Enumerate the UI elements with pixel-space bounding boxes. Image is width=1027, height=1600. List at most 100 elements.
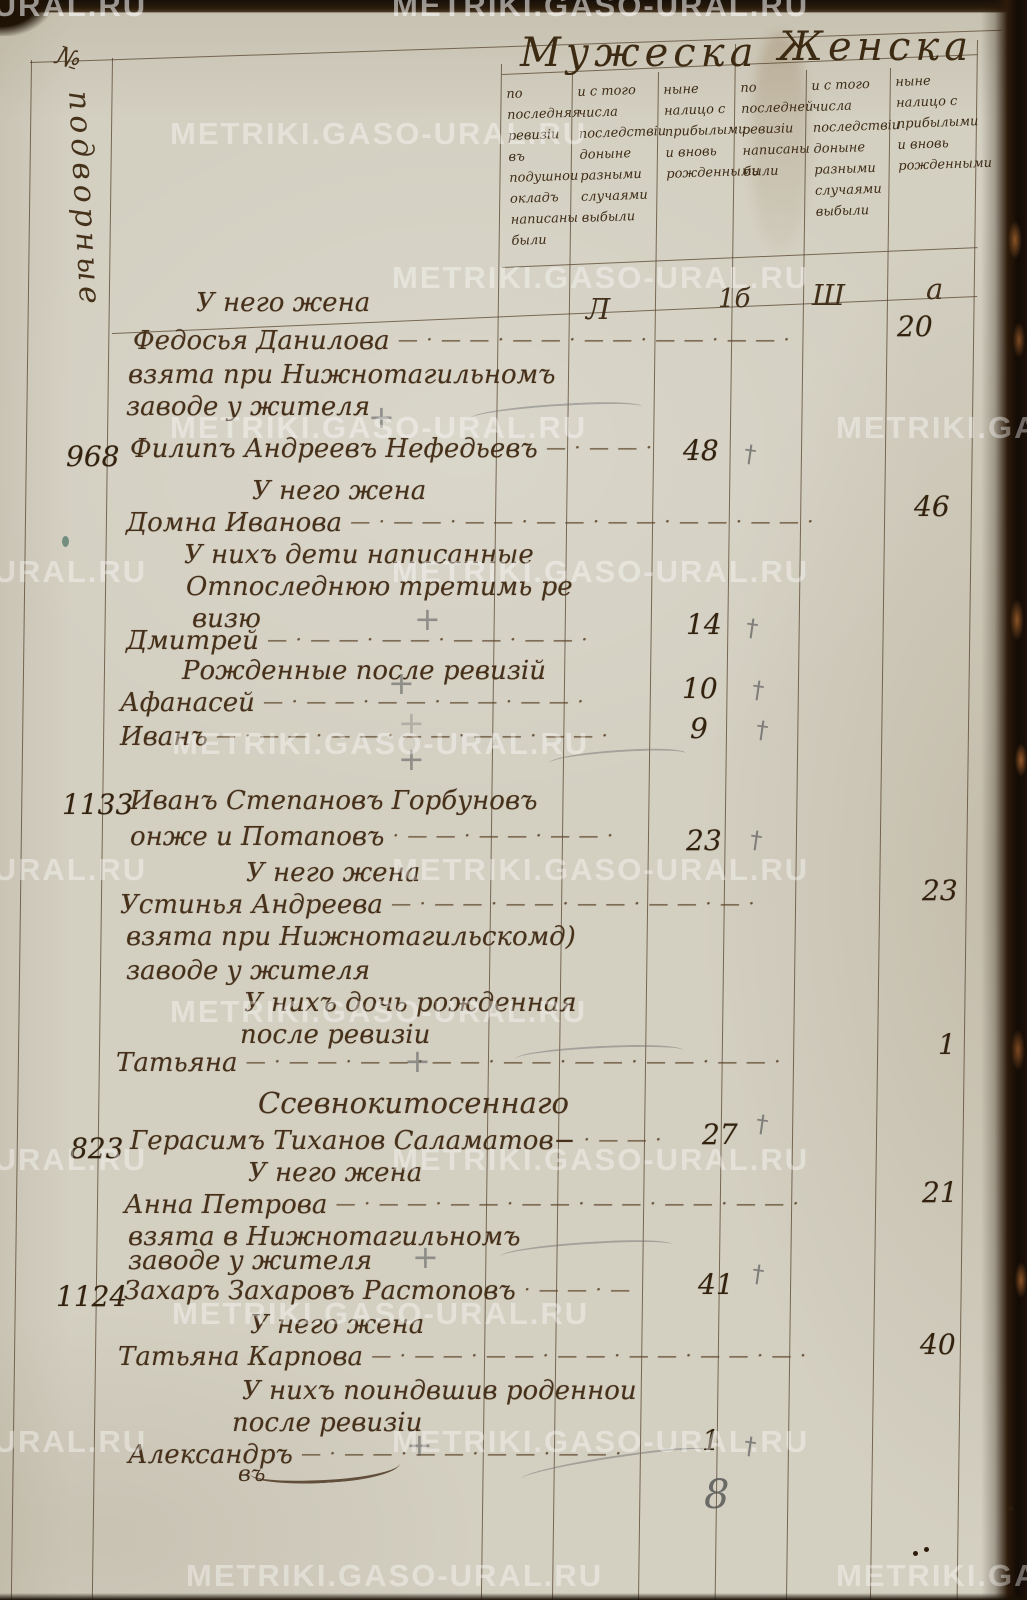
household-number: 1133 [62, 788, 134, 821]
entry-line: У него жена [252, 476, 427, 506]
watermark-text: METRIKI.GASO-URAL.RU [392, 1142, 810, 1177]
entry-line: У нихъ дети написанные [184, 540, 534, 570]
watermark-text: METRIKI.GASO-URAL.RU [170, 116, 588, 151]
watermark-text: METRIKI.GASO-URAL.RU [0, 554, 148, 589]
watermark-text: METRIKI.GASO-URAL.RU [0, 852, 148, 887]
entry-line: У него жена [246, 858, 421, 888]
watermark-text: METRIKI.GASO-URAL.RU [392, 0, 810, 23]
watermark-text: METRIKI.GASO-URAL.RU [172, 1296, 590, 1331]
watermark-text: METRIKI.GASO-URAL.RU [172, 726, 590, 761]
entry-line: взята в Нижнотагильномъ [128, 1222, 521, 1252]
column-letter: 1б [718, 284, 751, 314]
column-letter: а [926, 272, 944, 306]
age-male: 48 [683, 434, 719, 467]
age-female: 46 [914, 490, 950, 523]
entry-line: Анна Петрова — · — — · — — · — — · — — ·… [124, 1190, 800, 1220]
book-binding-edge [981, 0, 1027, 1600]
entry-line: Федосья Данилова — · — — · — — · — — · —… [133, 326, 791, 356]
page-bottom-edge [0, 1593, 1027, 1600]
pencil-cross-mark: + [388, 664, 415, 702]
watermark-text: METRIKI.GASO-URAL.RU [836, 1558, 1027, 1593]
section-heading: Ссевнокитосеннаго [258, 1086, 569, 1120]
age-female: 1 [938, 1028, 956, 1061]
age-male: 27 [702, 1118, 738, 1151]
watermark-text: METRIKI.GASO-URAL.RU [392, 260, 810, 295]
column-header-male-2: и с того числа последствіи доныне разным… [577, 82, 667, 227]
household-number: 968 [66, 440, 120, 473]
entry-line: онже и Потаповъ · — — · — — · — — · [130, 822, 615, 852]
column-header-female-2: и с того числа последствіи доныне разным… [811, 76, 901, 221]
age-male: 10 [682, 672, 718, 705]
pencil-check-mark: † [744, 613, 760, 643]
pencil-squiggle [499, 1237, 673, 1257]
pencil-cross-mark: + [412, 1238, 439, 1276]
entry-line: Рожденные после ревизій [182, 656, 546, 686]
entry-line: У него жена [250, 1310, 425, 1340]
watermark-text: METRIKI.GASO-URAL.RU [0, 0, 148, 23]
entry-line: после ревизіи [232, 1408, 423, 1438]
entry-line: Отпоследнюю третимь ре [186, 572, 573, 602]
column-header-female-3: ныне налицо с прибылыми и вновь рожденны… [895, 73, 993, 175]
table-rule [10, 59, 32, 1600]
pencil-cross-mark: + [404, 1042, 431, 1080]
entry-line: Иванъ Степановъ Горбуновъ [130, 786, 538, 816]
entry-line: Захаръ Захаровъ Растоповъ · — — · — [124, 1276, 632, 1306]
foxing-dot [1008, 1506, 1013, 1511]
watermark-text: METRIKI.GASO-URAL.RU [836, 410, 1027, 445]
book-top-edge [0, 0, 1027, 13]
watermark-text: METRIKI.GASO-URAL.RU [392, 554, 810, 589]
entry-line: взята при Нижнотагильномъ [128, 360, 556, 390]
pencil-cross-mark: + [414, 600, 441, 638]
entry-line: Иванъ — · — — · — — · — — · — — · — — · [120, 722, 609, 752]
column-group-male: Мужеска [520, 30, 759, 76]
household-number-column-label: № [51, 40, 85, 78]
ink-speck [62, 536, 69, 547]
column-letter: Л [586, 292, 611, 326]
table-rule [869, 67, 891, 1600]
entry-line: У него жена [248, 1158, 423, 1188]
entry-line: Устинья Андреева — · — — · — — · — — · —… [120, 890, 756, 920]
table-rule [956, 39, 978, 1600]
entry-line: Филипъ Андреевъ Нефедьевъ — · — — · [130, 434, 654, 464]
age-female: 23 [922, 874, 958, 907]
household-number: 1124 [56, 1280, 128, 1313]
age-male: 1 [702, 1424, 720, 1457]
age-male: 23 [686, 824, 722, 857]
age-male: 9 [690, 712, 708, 745]
entry-line: Герасимъ Тиханов Саламатов− · — — · [130, 1126, 663, 1156]
pencil-cross-mark: + [406, 1426, 433, 1464]
foxing-dot [913, 1551, 918, 1556]
pencil-number: 8 [704, 1472, 730, 1518]
pencil-check-mark: † [742, 439, 758, 469]
column-header-male-3: ныне налицо с прибылыми и вновь рожденны… [663, 81, 761, 183]
foxing-dot [924, 1547, 929, 1552]
watermark-text: METRIKI.GASO-URAL.RU [0, 1142, 148, 1177]
entry-line: заводе у жителя [128, 1246, 373, 1276]
entry-line: взята при Нижнотагильскомд) [126, 922, 576, 952]
column-header-female-1: по последней ревизіи написаны были [740, 80, 814, 181]
watermark-text: METRIKI.GASO-URAL.RU [392, 852, 810, 887]
entry-line: Александръ — · — — · — — · — — · — — · [128, 1440, 623, 1470]
watermark-text: METRIKI.GASO-URAL.RU [186, 1558, 604, 1593]
pencil-check-mark: † [754, 715, 770, 745]
entry-line: заводе у жителя [126, 392, 371, 422]
entry-line: У нихъ поиндвшив роденнои [242, 1376, 637, 1406]
pencil-cross-mark: + [398, 740, 425, 778]
page-corner-shadow [0, 0, 52, 36]
watermark-text: METRIKI.GASO-URAL.RU [0, 1424, 148, 1459]
age-male: 41 [698, 1268, 734, 1301]
column-letter: Ш [812, 278, 846, 312]
pencil-cross-mark: + [368, 398, 395, 436]
entry-line: Домна Иванова — · — — · — — · — — · — — … [126, 508, 815, 538]
entry-line: Дмитрей — · — — · — — · — — · — — · [126, 626, 589, 656]
ink-flourish: въ [238, 1462, 266, 1487]
entry-line: У него жена [196, 288, 371, 318]
paper-stain [752, 34, 808, 249]
household-number: 823 [70, 1132, 124, 1165]
household-number-column-label: подворные [61, 90, 108, 310]
age-female: 40 [920, 1328, 956, 1361]
entry-line: после ревизіи [240, 1020, 431, 1050]
watermark-text: METRIKI.GASO-URAL.RU [170, 994, 588, 1029]
age-female: 21 [922, 1176, 958, 1209]
entry-line: У нихъ дочь рожденная [244, 988, 577, 1018]
